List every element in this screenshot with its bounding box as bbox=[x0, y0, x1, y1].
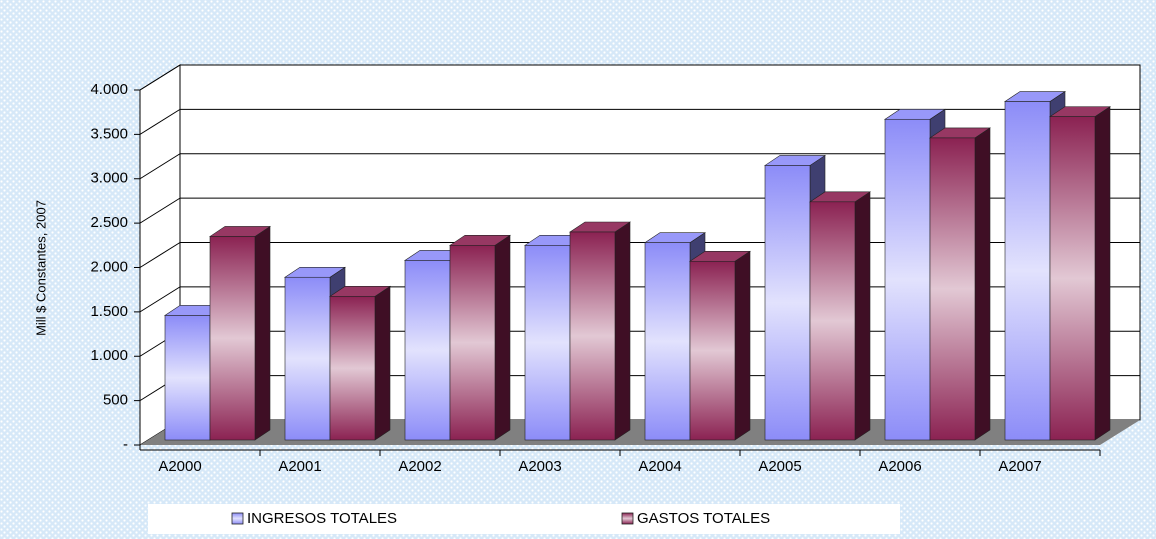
bar bbox=[284, 276, 331, 441]
bar-side bbox=[254, 225, 271, 441]
x-tick-label: A2001 bbox=[278, 458, 321, 475]
x-tick-label: A2006 bbox=[878, 458, 921, 475]
y-axis-label: Mill $ Constantes, 2007 bbox=[33, 200, 48, 336]
y-tick-label: - bbox=[123, 436, 128, 453]
grid-line bbox=[139, 197, 181, 224]
bar-side bbox=[614, 221, 631, 441]
grid-line bbox=[139, 64, 181, 91]
bar bbox=[764, 165, 811, 441]
bar bbox=[884, 118, 931, 441]
x-tick-label: A2004 bbox=[638, 458, 681, 475]
grid-line bbox=[139, 286, 181, 313]
bar bbox=[404, 260, 451, 441]
bar bbox=[209, 236, 256, 441]
y-tick-label: 1.500 bbox=[90, 303, 128, 320]
bar bbox=[689, 260, 736, 441]
bar bbox=[449, 245, 496, 441]
x-tick-label: A2003 bbox=[518, 458, 561, 475]
grid-line bbox=[139, 242, 181, 268]
legend bbox=[148, 504, 900, 534]
bar bbox=[929, 137, 976, 441]
bar-side bbox=[974, 127, 991, 441]
y-tick-label: 3.500 bbox=[90, 125, 128, 142]
bar-side bbox=[734, 250, 751, 441]
y-tick-label: 1.000 bbox=[90, 347, 128, 364]
y-tick-label: 3.000 bbox=[90, 170, 128, 187]
bar bbox=[1004, 101, 1051, 441]
y-tick-label: 2.500 bbox=[90, 214, 128, 231]
x-tick-label: A2002 bbox=[398, 458, 441, 475]
bar-side bbox=[374, 285, 391, 441]
bar-side bbox=[1094, 106, 1111, 441]
y-tick-label: 2.000 bbox=[90, 258, 128, 275]
bar bbox=[1049, 116, 1096, 441]
y-tick-label: 4.000 bbox=[90, 81, 128, 98]
bar-side bbox=[854, 191, 871, 441]
grid-line bbox=[139, 108, 181, 135]
legend-label: GASTOS TOTALES bbox=[637, 510, 770, 527]
x-tick-label: A2005 bbox=[758, 458, 801, 475]
x-tick-label: A2000 bbox=[158, 458, 201, 475]
grid-line bbox=[139, 153, 181, 180]
bar bbox=[329, 296, 376, 441]
bar bbox=[644, 242, 691, 441]
bar-side bbox=[494, 234, 511, 441]
x-tick-label: A2007 bbox=[998, 458, 1041, 475]
legend-swatch bbox=[621, 512, 634, 525]
bar bbox=[569, 231, 616, 441]
bar bbox=[524, 245, 571, 441]
y-tick-label: 500 bbox=[103, 392, 128, 409]
bar bbox=[809, 201, 856, 441]
legend-swatch bbox=[231, 512, 244, 525]
legend-label: INGRESOS TOTALES bbox=[247, 510, 397, 527]
bar bbox=[164, 315, 211, 441]
